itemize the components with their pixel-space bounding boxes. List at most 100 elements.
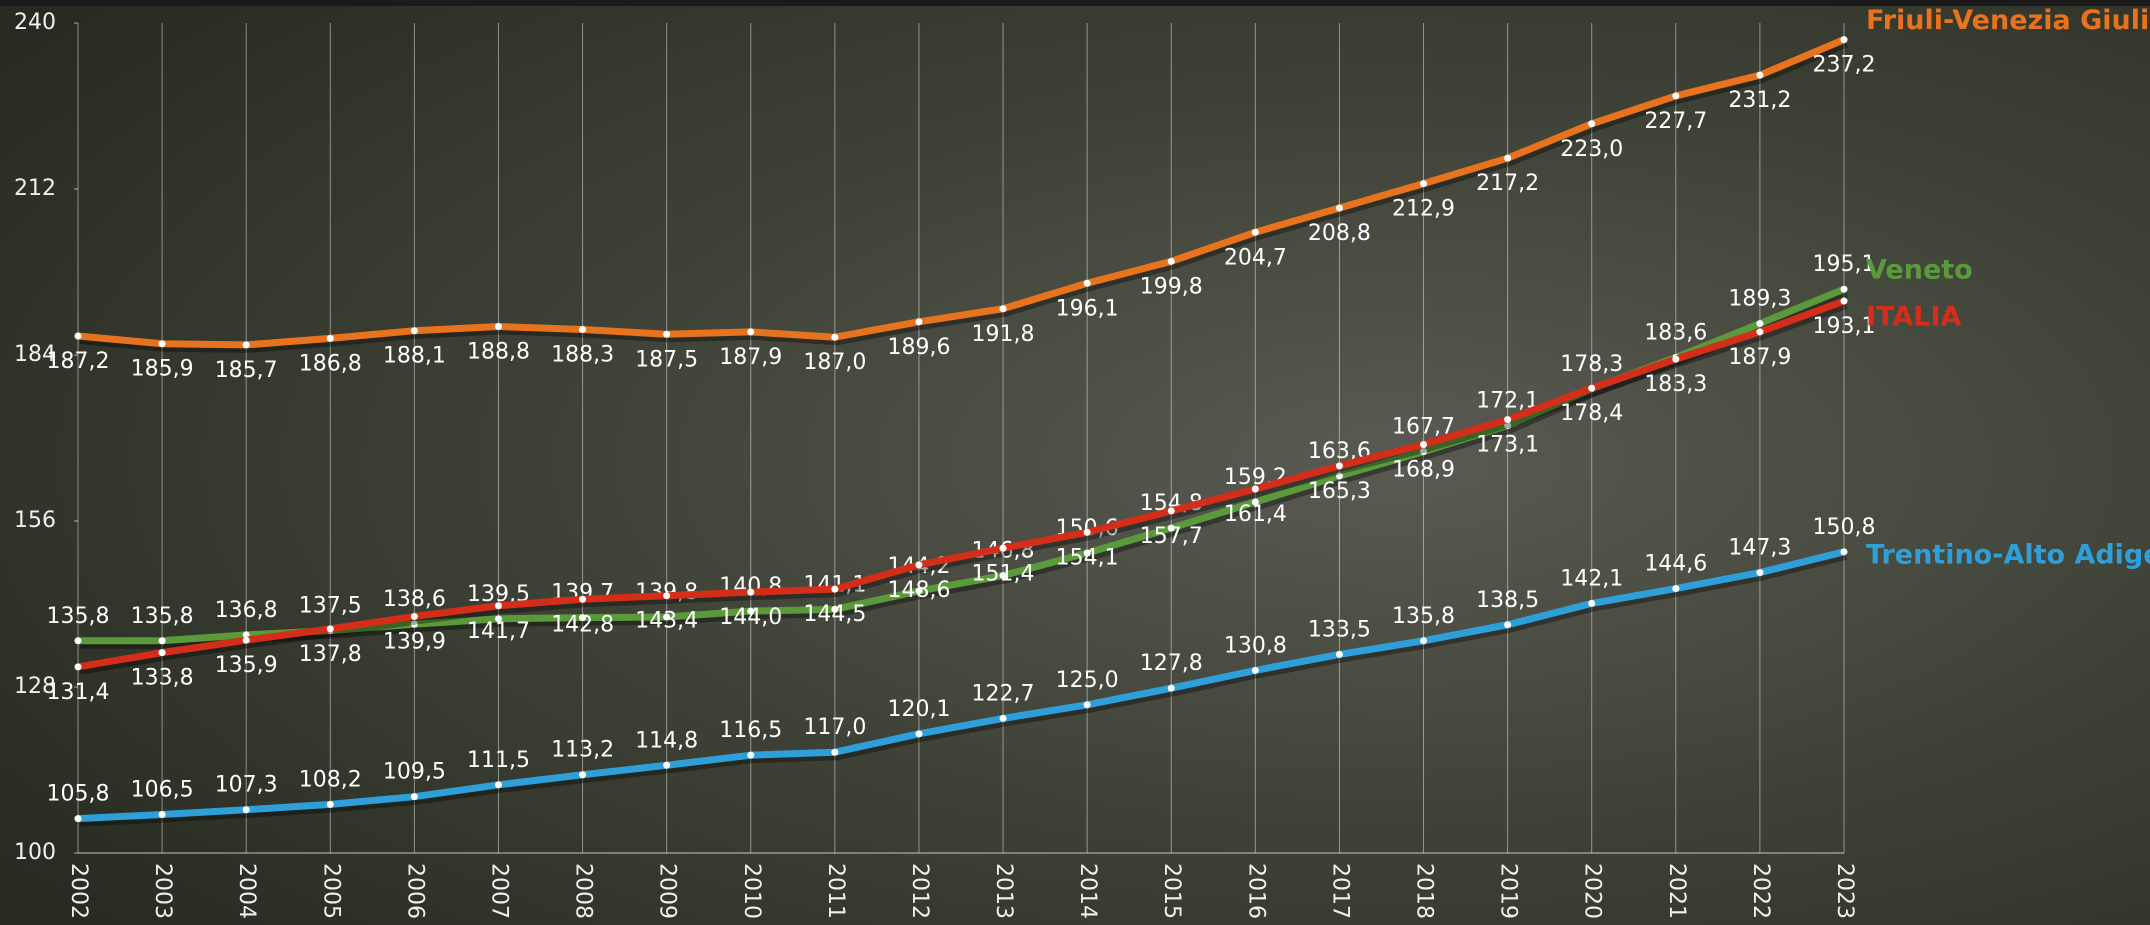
data-label: 161,4 — [1224, 502, 1287, 527]
point — [158, 649, 166, 657]
point — [1251, 485, 1259, 493]
data-label: 120,1 — [887, 697, 950, 722]
point — [1756, 328, 1764, 336]
data-label: 183,3 — [1644, 372, 1707, 397]
point — [494, 323, 502, 331]
point — [1420, 448, 1428, 456]
data-label: 111,5 — [467, 748, 530, 773]
series-line — [77, 297, 1846, 671]
data-label: 237,2 — [1813, 53, 1876, 78]
x-tick-label: 2003 — [150, 863, 175, 919]
point — [831, 333, 839, 341]
x-tick-label: 2013 — [991, 863, 1016, 919]
point — [999, 572, 1007, 580]
data-label: 137,8 — [299, 642, 362, 667]
data-label: 125,0 — [1056, 668, 1119, 693]
point — [242, 636, 250, 644]
x-tick-label: 2007 — [486, 863, 511, 919]
point — [1083, 528, 1091, 536]
data-label: 165,3 — [1308, 479, 1371, 504]
x-tick-label: 2014 — [1075, 863, 1100, 919]
point — [1167, 257, 1175, 265]
data-label: 137,5 — [299, 594, 362, 619]
point — [1588, 599, 1596, 607]
x-tick-label: 2004 — [234, 863, 259, 919]
data-label: 208,8 — [1308, 221, 1371, 246]
point — [410, 620, 418, 628]
point — [1335, 462, 1343, 470]
point — [663, 592, 671, 600]
point — [1167, 524, 1175, 532]
data-label: 183,6 — [1644, 320, 1707, 345]
y-tick-label: 100 — [14, 840, 56, 865]
point — [579, 771, 587, 779]
data-label: 135,9 — [215, 653, 278, 678]
point — [1588, 120, 1596, 128]
point — [1251, 228, 1259, 236]
point — [1756, 71, 1764, 79]
point — [1840, 548, 1848, 556]
point — [1420, 637, 1428, 645]
data-label: 148,6 — [887, 578, 950, 603]
point — [579, 614, 587, 622]
data-label: 212,9 — [1392, 197, 1455, 222]
point — [831, 748, 839, 756]
point — [1504, 154, 1512, 162]
data-label: 135,8 — [1392, 604, 1455, 629]
data-label: 130,8 — [1224, 633, 1287, 658]
data-label: 188,8 — [467, 340, 530, 365]
point — [747, 751, 755, 759]
series-name: ITALIA — [1866, 302, 1962, 333]
data-label: 147,3 — [1728, 536, 1791, 561]
data-label: 122,7 — [972, 681, 1035, 706]
point — [747, 607, 755, 615]
data-label: 187,5 — [635, 347, 698, 372]
x-tick-label: 2023 — [1832, 863, 1857, 919]
data-label: 151,4 — [972, 561, 1035, 586]
data-label: 173,1 — [1476, 433, 1539, 458]
point — [747, 328, 755, 336]
point — [915, 561, 923, 569]
data-label: 144,6 — [1644, 552, 1707, 577]
point — [1756, 569, 1764, 577]
point — [1504, 416, 1512, 424]
point — [494, 602, 502, 610]
point — [1420, 441, 1428, 449]
point — [1420, 180, 1428, 188]
x-tick-label: 2020 — [1580, 863, 1605, 919]
data-label: 227,7 — [1644, 109, 1707, 134]
data-label: 191,8 — [972, 322, 1035, 347]
point — [999, 544, 1007, 552]
data-label: 189,6 — [887, 335, 950, 360]
point — [74, 663, 82, 671]
point — [1167, 684, 1175, 692]
point — [663, 330, 671, 338]
series-name: Friuli-Venezia Giulia — [1866, 5, 2150, 36]
data-label: 150,8 — [1813, 515, 1876, 540]
x-tick-label: 2018 — [1412, 863, 1437, 919]
point — [747, 588, 755, 596]
data-label: 178,4 — [1560, 401, 1623, 426]
data-label: 109,5 — [383, 760, 446, 785]
point — [915, 587, 923, 595]
x-tick-label: 2005 — [318, 863, 343, 919]
data-label: 131,4 — [47, 680, 110, 705]
x-tick-label: 2010 — [739, 863, 764, 919]
top-bar — [0, 0, 2150, 6]
point — [1083, 701, 1091, 709]
point — [1840, 297, 1848, 305]
data-label: 189,3 — [1728, 287, 1791, 312]
point — [1840, 36, 1848, 44]
data-label: 193,1 — [1813, 314, 1876, 339]
data-label: 187,0 — [803, 350, 866, 375]
data-label: 217,2 — [1476, 171, 1539, 196]
data-label: 114,8 — [635, 728, 698, 753]
point — [158, 340, 166, 348]
data-label: 154,1 — [1056, 545, 1119, 570]
point — [999, 305, 1007, 313]
point — [915, 318, 923, 326]
y-tick-label: 184 — [14, 342, 56, 367]
data-label: 113,2 — [551, 738, 614, 763]
